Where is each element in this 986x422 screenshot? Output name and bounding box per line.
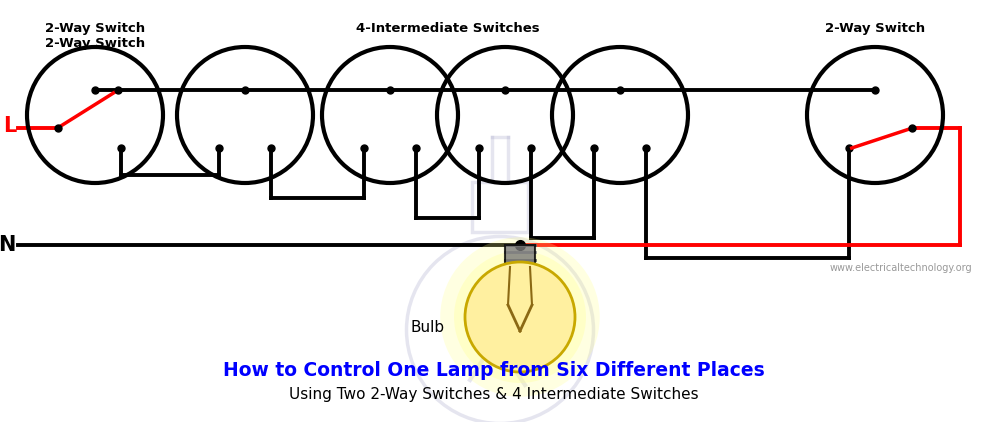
Text: Bulb: Bulb	[410, 319, 445, 335]
Circle shape	[440, 237, 599, 397]
Text: 2-Way Switch: 2-Way Switch	[45, 22, 145, 35]
Text: L: L	[3, 116, 16, 136]
Bar	[471, 181, 528, 232]
Circle shape	[454, 251, 586, 383]
Text: How to Control One Lamp from Six Different Places: How to Control One Lamp from Six Differe…	[223, 360, 763, 379]
Text: 4-Intermediate Switches: 4-Intermediate Switches	[355, 22, 538, 35]
Text: Using Two 2-Way Switches & 4 Intermediate Switches: Using Two 2-Way Switches & 4 Intermediat…	[288, 387, 698, 401]
Text: N: N	[0, 235, 16, 255]
Circle shape	[464, 262, 575, 372]
Text: 2-Way Switch: 2-Way Switch	[45, 37, 145, 50]
Bar	[505, 245, 534, 267]
Text: 2-Way Switch: 2-Way Switch	[824, 22, 924, 35]
Text: www.electricaltechnology.org: www.electricaltechnology.org	[828, 263, 971, 273]
